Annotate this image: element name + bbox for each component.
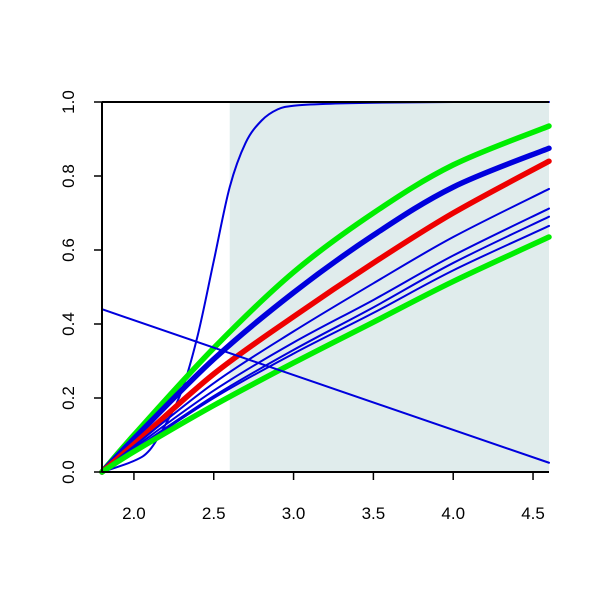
y-tick-label: 0.4 <box>59 312 78 336</box>
series-line-4 <box>99 158 552 475</box>
series-line-5 <box>101 187 550 473</box>
y-tick-label: 0.6 <box>59 238 78 262</box>
axes-layer: 2.0 2.5 3.0 3.5 4.0 4.5 0.0 0.2 0.4 0.6 0.8 1.0 <box>59 90 549 523</box>
x-tick-label: 2.5 <box>202 504 226 523</box>
y-tick-label: 0.0 <box>59 460 78 484</box>
series-line-2 <box>99 123 552 475</box>
x-tick-label: 4.5 <box>521 504 545 523</box>
x-tick-label: 4.0 <box>441 504 465 523</box>
series-layer <box>99 100 552 475</box>
y-tick-label: 0.8 <box>59 164 78 188</box>
shaded-region-layer <box>229 102 549 472</box>
x-tick-label: 2.0 <box>122 504 146 523</box>
y-tick-label: 1.0 <box>59 90 78 114</box>
shaded-region <box>229 102 549 472</box>
series-line-9 <box>99 234 552 475</box>
series-line-3 <box>99 145 552 475</box>
x-tick-label: 3.0 <box>282 504 306 523</box>
y-tick-label: 0.2 <box>59 386 78 410</box>
x-tick-label: 3.5 <box>362 504 386 523</box>
series-line-10 <box>101 308 550 464</box>
series-line-6 <box>101 207 550 473</box>
